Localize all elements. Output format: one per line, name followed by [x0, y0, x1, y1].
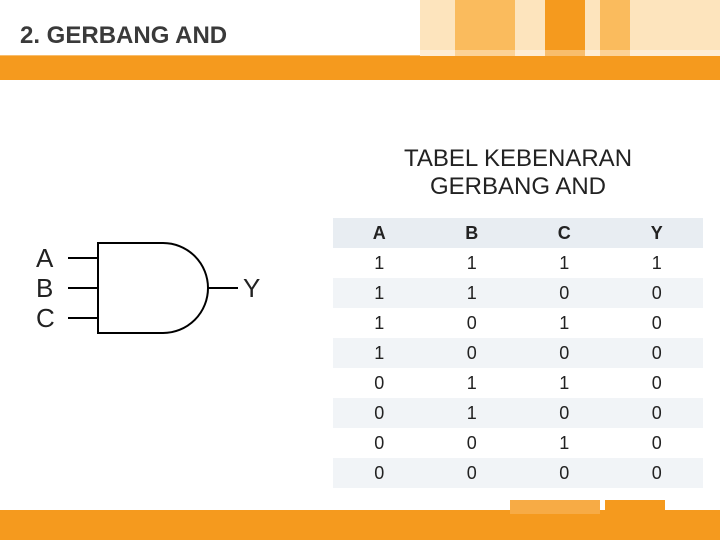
table-cell: 0 [333, 368, 426, 398]
table-cell: 0 [611, 458, 704, 488]
table-cell: 1 [518, 368, 611, 398]
table-cell: 1 [426, 368, 519, 398]
table-cell: 0 [518, 398, 611, 428]
table-cell: 0 [426, 338, 519, 368]
table-row: 1010 [333, 308, 703, 338]
subtitle-line1: TABEL KEBENARAN [404, 145, 632, 172]
table-cell: 0 [518, 458, 611, 488]
table-cell: 1 [333, 338, 426, 368]
table-cell: 0 [611, 368, 704, 398]
table-cell: 0 [426, 428, 519, 458]
subtitle-line2: GERBANG AND [430, 173, 606, 200]
table-cell: 1 [611, 248, 704, 278]
table-cell: 1 [426, 248, 519, 278]
gate-input-b-label: B [36, 273, 53, 304]
table-cell: 0 [333, 428, 426, 458]
truth-table-col-y: Y [611, 218, 704, 248]
table-cell: 1 [518, 248, 611, 278]
table-row: 0000 [333, 458, 703, 488]
table-cell: 0 [518, 338, 611, 368]
table-cell: 1 [426, 398, 519, 428]
truth-table-col-b: B [426, 218, 519, 248]
table-cell: 0 [518, 278, 611, 308]
truth-table-col-c: C [518, 218, 611, 248]
table-row: 1000 [333, 338, 703, 368]
table-cell: 1 [518, 308, 611, 338]
table-cell: 1 [333, 248, 426, 278]
table-cell: 0 [611, 398, 704, 428]
table-title: TABEL KEBENARAN GERBANG AND [333, 145, 703, 202]
table-cell: 0 [611, 308, 704, 338]
gate-input-c-label: C [36, 303, 55, 334]
and-gate-diagram: A B C Y [28, 228, 288, 348]
gate-input-a-label: A [36, 243, 53, 274]
table-row: 0110 [333, 368, 703, 398]
footer-background [0, 500, 720, 540]
gate-output-y-label: Y [243, 273, 260, 304]
table-cell: 1 [426, 278, 519, 308]
table-cell: 0 [611, 338, 704, 368]
table-cell: 1 [333, 308, 426, 338]
table-cell: 0 [333, 458, 426, 488]
table-cell: 0 [426, 458, 519, 488]
truth-table-body: 11111100101010000110010000100000 [333, 248, 703, 488]
page-title: 2. GERBANG AND [20, 22, 227, 50]
table-cell: 0 [333, 398, 426, 428]
table-row: 0100 [333, 398, 703, 428]
table-cell: 0 [611, 278, 704, 308]
table-row: 0010 [333, 428, 703, 458]
truth-table-head: ABCY [333, 218, 703, 248]
truth-table-col-a: A [333, 218, 426, 248]
table-cell: 0 [611, 428, 704, 458]
truth-table: ABCY 11111100101010000110010000100000 [333, 218, 703, 488]
table-row: 1111 [333, 248, 703, 278]
table-cell: 1 [333, 278, 426, 308]
table-cell: 0 [426, 308, 519, 338]
table-cell: 1 [518, 428, 611, 458]
table-row: 1100 [333, 278, 703, 308]
